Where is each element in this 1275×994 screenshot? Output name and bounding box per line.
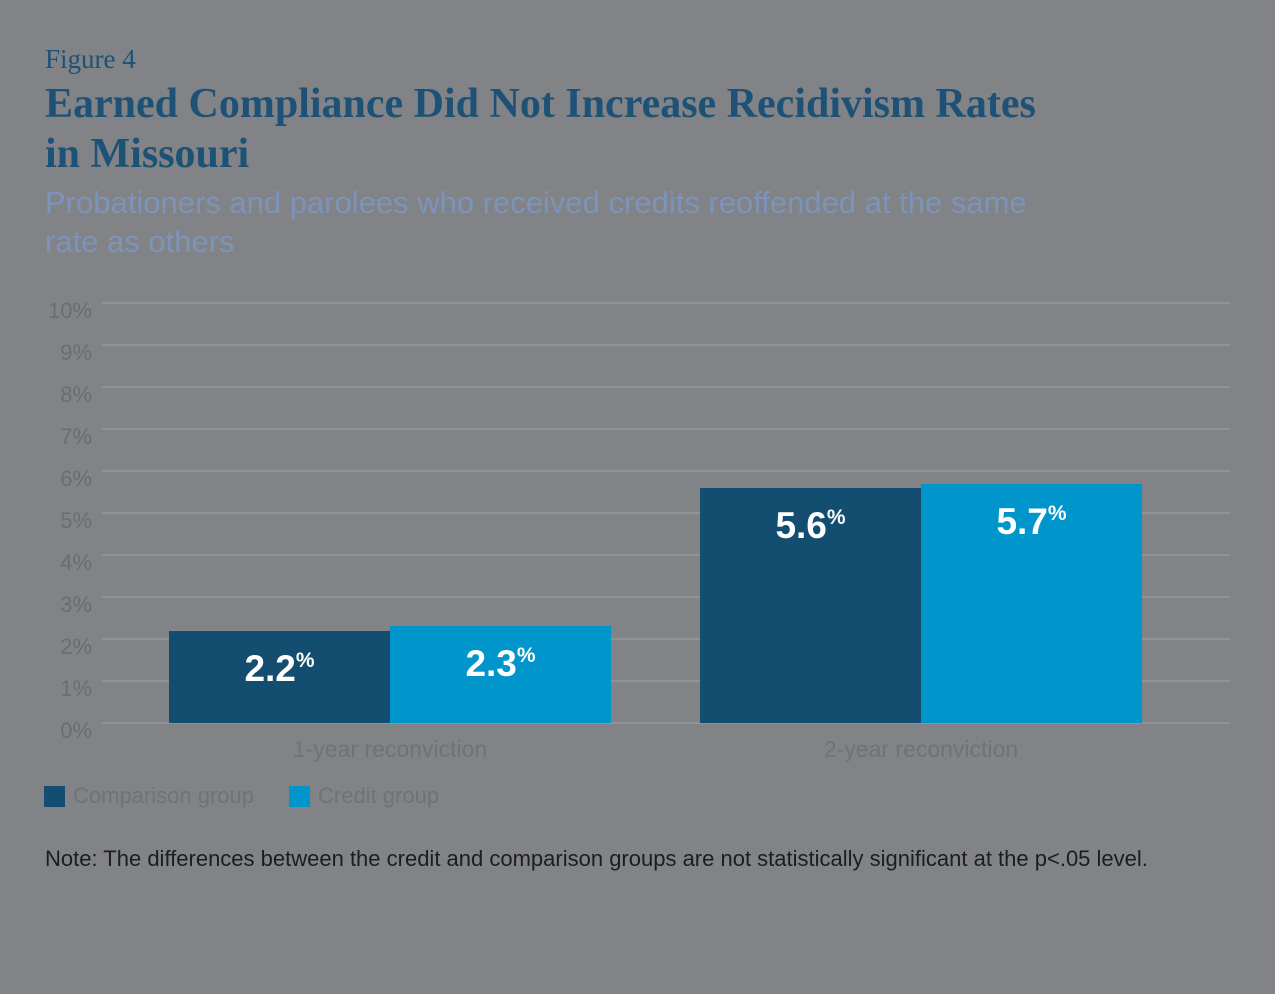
note-text: Note: The differences between the credit… (45, 846, 1148, 871)
figure-label: Figure 4 (45, 44, 136, 74)
gridline-5% (102, 512, 1230, 514)
y-axis-tick-1%: 1% (60, 676, 92, 701)
legend-item-comparison-group: Comparison group (44, 783, 254, 809)
bar-value-label: 2.2% (244, 648, 315, 689)
gridline-8% (102, 386, 1230, 388)
gridline-4% (102, 554, 1230, 556)
bar-comparison-group-1-year-reconviction: 2.2% (169, 631, 390, 723)
legend: Comparison group Credit group (0, 783, 1275, 809)
chart-subtitle-line-2: rate as others (45, 224, 235, 259)
chart-subtitle-line-1: Probationers and parolees who received c… (45, 185, 1027, 220)
y-axis-tick-9%: 9% (60, 340, 92, 365)
gridline-9% (102, 344, 1230, 346)
x-axis-label-1-year-reconviction: 1-year reconviction (292, 736, 488, 762)
gridline-1% (102, 680, 1230, 682)
legend-label-comparison-group: Comparison group (73, 783, 254, 808)
bar-value-label: 5.7% (996, 501, 1067, 542)
legend-swatch-credit-group (289, 785, 310, 807)
y-axis-tick-8%: 8% (60, 382, 92, 407)
gridline-6% (102, 470, 1230, 472)
legend-swatch-comparison-group (44, 785, 65, 807)
gridline-3% (102, 596, 1230, 598)
bar-value-label: 2.3% (465, 643, 536, 684)
legend-item-credit-group: Credit group (289, 783, 439, 809)
y-axis-tick-6%: 6% (60, 466, 92, 491)
gridline-10% (102, 302, 1230, 304)
bar-credit-group-1-year-reconviction: 2.3% (390, 626, 611, 723)
bar-value-label: 5.6% (775, 505, 846, 546)
y-axis-tick-2%: 2% (60, 634, 92, 659)
chart-subtitle: Probationers and parolees who received c… (45, 183, 1027, 261)
chart-title-line-2: in Missouri (45, 131, 250, 177)
legend-label-credit-group: Credit group (318, 783, 440, 808)
plot-area: 0% 1% 2% 3% 4% 5% 6% 7% 8% 9% 10% 2.2% 2.3% 1-year re… (48, 298, 1230, 762)
y-axis-tick-5%: 5% (60, 508, 92, 533)
x-axis-label-2-year-reconviction: 2-year reconviction (823, 736, 1019, 762)
chart-title-line-1: Earned Compliance Did Not Increase Recid… (45, 81, 1036, 127)
y-axis-tick-0%: 0% (60, 718, 92, 743)
y-axis-tick-7%: 7% (60, 424, 92, 449)
bar-comparison-group-2-year-reconviction: 5.6% (700, 488, 921, 723)
y-axis-tick-3%: 3% (60, 592, 92, 617)
y-axis-tick-10%: 10% (47, 298, 92, 323)
gridline-0% (102, 722, 1230, 724)
y-axis-tick-4%: 4% (60, 550, 92, 575)
bar-credit-group-2-year-reconviction: 5.7% (921, 484, 1142, 723)
gridline-7% (102, 428, 1230, 430)
chart-title: Earned Compliance Did Not Increase Recid… (45, 79, 1036, 179)
gridline-2% (102, 638, 1230, 640)
